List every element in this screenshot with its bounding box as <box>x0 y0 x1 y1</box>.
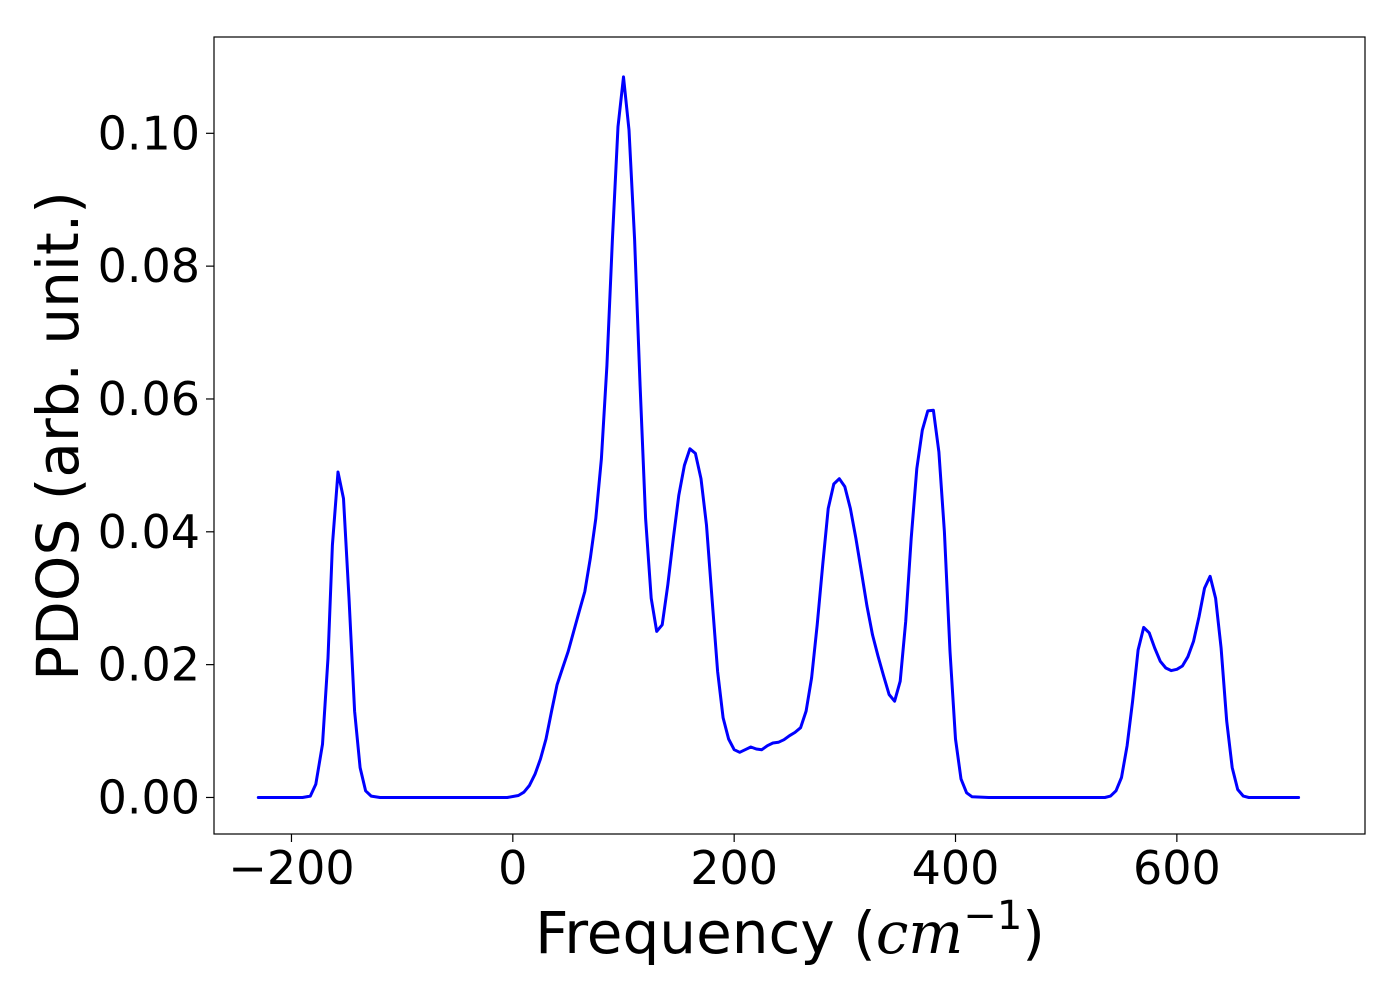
y-tick-label: 0.06 <box>98 372 200 426</box>
x-tick-label: −200 <box>228 841 354 895</box>
y-tick-label: 0.10 <box>98 106 200 160</box>
y-axis-title: PDOS (arb. unit.) <box>24 191 92 681</box>
x-tick-label: 600 <box>1133 841 1221 895</box>
x-tick-label: 0 <box>498 841 527 895</box>
series-line <box>256 75 1301 799</box>
x-tick-label: 200 <box>690 841 778 895</box>
plot-frame <box>213 36 1366 835</box>
y-tick-label: 0.04 <box>98 505 200 559</box>
y-tick-label: 0.00 <box>98 770 200 824</box>
y-ticks: 0.00 0.02 0.04 0.06 0.08 0.10 <box>98 106 214 824</box>
y-tick-label: 0.08 <box>98 239 200 293</box>
y-tick-label: 0.02 <box>98 638 200 692</box>
x-tick-label: 400 <box>912 841 1000 895</box>
x-axis-title: Frequency (cm−1) <box>535 893 1045 967</box>
x-ticks: −200 0 200 400 600 <box>228 834 1221 895</box>
